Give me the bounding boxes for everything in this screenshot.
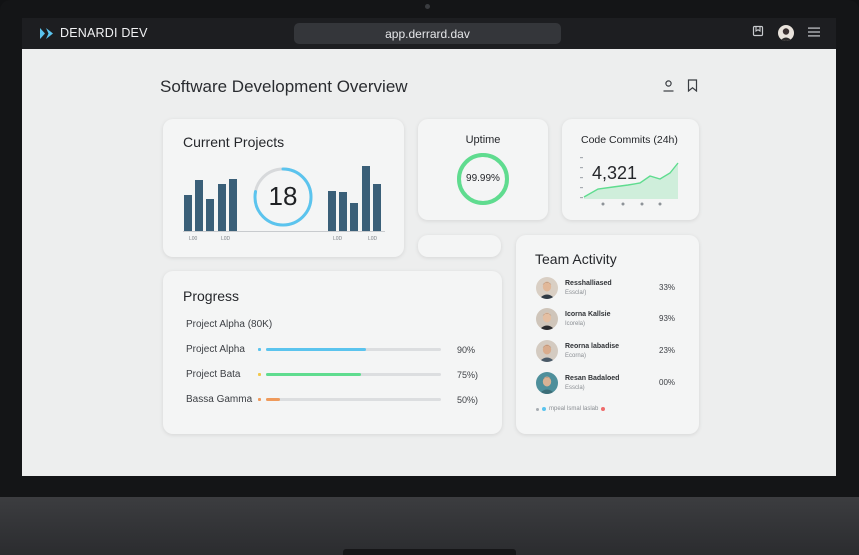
header-actions <box>662 79 698 97</box>
uptime-value: 99.99% <box>466 173 500 184</box>
chart-bar <box>339 192 347 231</box>
chart-baseline <box>183 231 385 232</box>
brand-name: DENARDI DEV <box>60 26 148 40</box>
brand-logo[interactable]: DENARDI DEV <box>39 26 148 40</box>
projects-count-ring <box>253 167 313 227</box>
user-avatar[interactable] <box>778 25 794 41</box>
member-name: Resshalliased <box>565 280 612 287</box>
progress-label: Bassa Gamma <box>186 394 253 405</box>
page-title: Software Development Overview <box>160 77 408 96</box>
footer-dot-icon <box>536 407 539 411</box>
progress-fill <box>266 373 361 376</box>
uptime-title: Uptime <box>465 134 501 146</box>
team-member-row[interactable]: Icorna Kallsie Icorela) 93% <box>536 308 686 332</box>
url-bar[interactable]: app.derrard.dav <box>294 23 561 44</box>
app-top-bar: DENARDI DEV app.derrard.dav <box>22 18 836 49</box>
chart-bar <box>373 184 381 231</box>
current-projects-title: Current Projects <box>183 134 285 150</box>
progress-fill <box>266 348 366 351</box>
team-activity-card: Team Activity Resshalliased Esscla/) 33% Ic… <box>516 235 699 434</box>
progress-dot <box>258 348 261 351</box>
progress-percent: 75%) <box>457 370 479 380</box>
progress-track <box>266 373 441 376</box>
bar-label: L0D <box>333 236 343 242</box>
footer-dot-icon <box>542 407 546 411</box>
monitor-base <box>0 497 859 555</box>
chart-bar <box>218 184 226 231</box>
progress-percent: 50%) <box>457 395 479 405</box>
chart-bar <box>229 179 237 231</box>
chart-bar <box>206 198 214 231</box>
progress-percent: 90% <box>457 345 476 355</box>
member-name: Icorna Kallsie <box>565 311 611 318</box>
member-percent: 23% <box>659 346 676 355</box>
member-name: Resan Badaloed <box>565 375 620 382</box>
bar-label: L0D <box>221 236 231 242</box>
bar-label: L00 <box>189 236 198 242</box>
placeholder-card <box>418 235 501 257</box>
bookmark-icon[interactable] <box>687 79 698 97</box>
projects-count: 18 <box>268 181 298 211</box>
hamburger-menu-icon[interactable] <box>808 24 820 42</box>
progress-track <box>266 348 441 351</box>
code-commits-card: Code Commits (24h) 4,321 <box>562 119 699 220</box>
member-avatar <box>536 340 558 362</box>
uptime-ring <box>457 153 509 205</box>
member-percent: 93% <box>659 314 676 323</box>
member-role: Ecorna) <box>565 353 587 359</box>
webcam <box>425 4 430 9</box>
team-activity-title: Team Activity <box>535 251 617 267</box>
member-percent: 33% <box>659 283 676 292</box>
progress-card: Progress Project Alpha (80K) Project Alp… <box>163 271 502 434</box>
bookmark-square-icon[interactable] <box>752 24 764 42</box>
progress-subtitle: Project Alpha (80K) <box>186 319 273 330</box>
member-role: Esscla) <box>565 385 585 391</box>
screen: DENARDI DEV app.derrard.dav Software Dev… <box>22 18 836 476</box>
member-avatar <box>536 308 558 330</box>
commits-sparkline <box>580 157 679 206</box>
member-avatar <box>536 372 558 394</box>
team-member-row[interactable]: Reorna labadise Ecorna) 23% <box>536 340 686 364</box>
member-role: Icorela) <box>565 321 586 327</box>
user-icon[interactable] <box>662 79 675 97</box>
footer-dot-icon <box>601 407 606 411</box>
chart-bar <box>362 166 370 231</box>
code-commits-value: 4,321 <box>592 163 638 183</box>
chart-bar <box>350 203 358 231</box>
chevron-logo-icon <box>39 27 54 40</box>
current-projects-card: Current Projects 18 L00 L0D L0D L0D <box>163 119 404 257</box>
member-percent: 00% <box>659 378 676 387</box>
progress-fill <box>266 398 280 401</box>
uptime-card: Uptime 99.99% <box>418 119 548 220</box>
member-role: Esscla/) <box>565 290 587 296</box>
progress-title: Progress <box>183 288 240 304</box>
progress-label: Project Bata <box>186 369 241 380</box>
member-name: Reorna labadise <box>565 343 620 350</box>
base-notch <box>343 549 516 555</box>
progress-dot <box>258 398 261 401</box>
chart-bar <box>184 195 192 231</box>
team-footer: mpeal lsmal laslab <box>536 406 606 412</box>
bar-label: L0D <box>368 236 378 242</box>
team-footer-text: mpeal lsmal laslab <box>549 406 599 412</box>
team-member-row[interactable]: Resan Badaloed Esscla) 00% <box>536 372 686 396</box>
progress-dot <box>258 373 261 376</box>
code-commits-title: Code Commits (24h) <box>581 134 678 146</box>
chart-bar <box>195 180 203 231</box>
top-icons <box>752 24 820 42</box>
chart-bar <box>328 190 336 231</box>
progress-track <box>266 398 441 401</box>
team-member-row[interactable]: Resshalliased Esscla/) 33% <box>536 277 686 301</box>
member-avatar <box>536 277 558 299</box>
progress-label: Project Alpha <box>186 344 245 355</box>
